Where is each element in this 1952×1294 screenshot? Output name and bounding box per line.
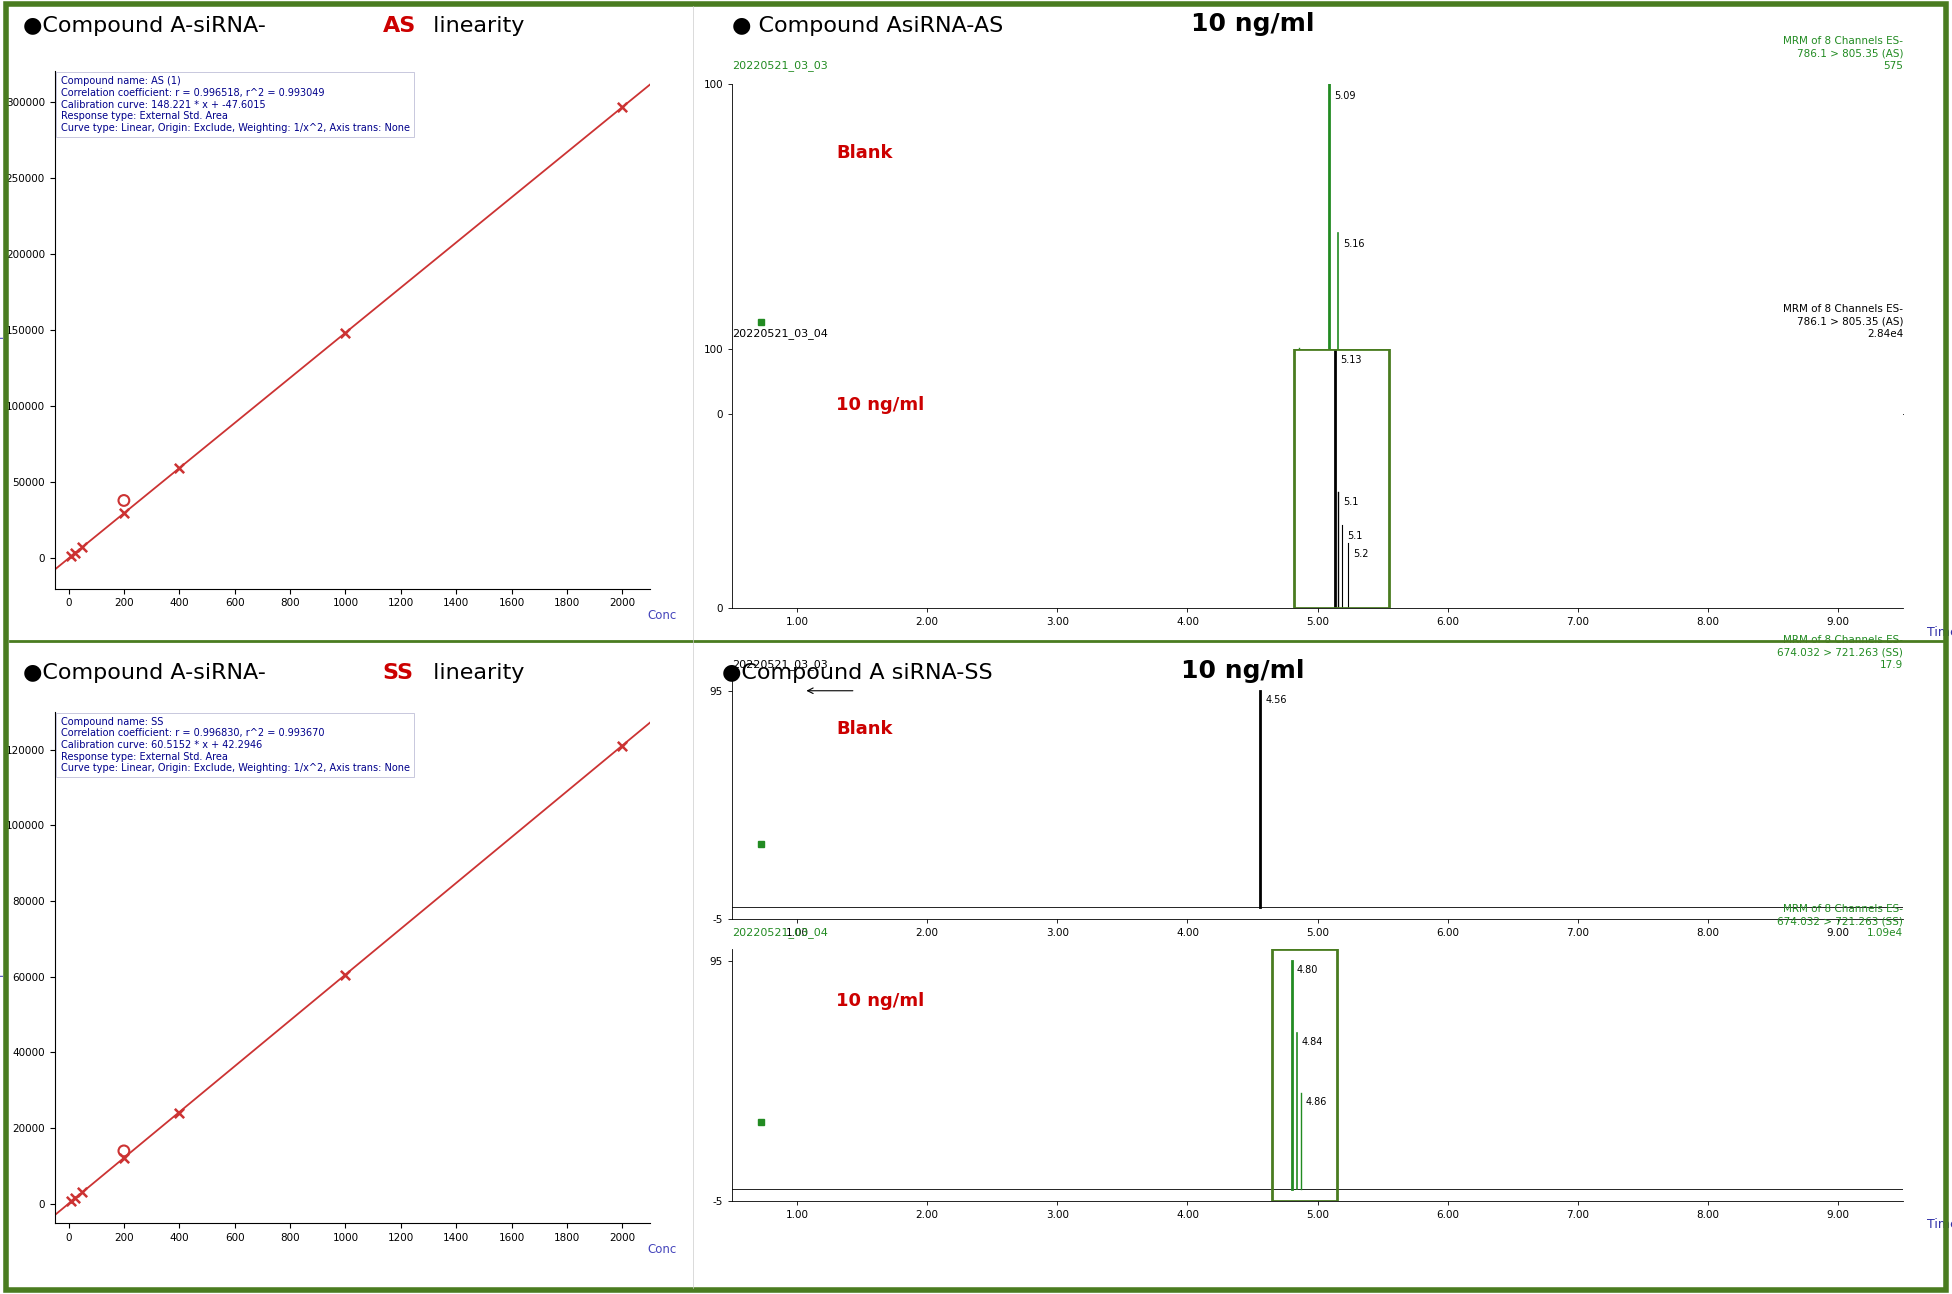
Text: 20220521_03_03: 20220521_03_03 — [732, 60, 828, 71]
Bar — [1273, 949, 1337, 1201]
Text: 4.80: 4.80 — [1296, 965, 1318, 976]
Y-axis label: Response: Response — [0, 939, 2, 995]
Bar — [1294, 349, 1390, 608]
Text: 5.2: 5.2 — [1353, 549, 1368, 559]
Text: Time: Time — [1927, 1219, 1952, 1232]
Point — [164, 1102, 195, 1123]
Text: 10 ng/ml: 10 ng/ml — [1181, 659, 1304, 683]
Text: Compound name: SS
Correlation coefficient: r = 0.996830, r^2 = 0.993670
Calibrat: Compound name: SS Correlation coefficien… — [61, 717, 410, 774]
Text: 5.16: 5.16 — [1343, 239, 1364, 250]
Text: MRM of 8 Channels ES-
674.032 > 721.263 (SS)
1.09e4: MRM of 8 Channels ES- 674.032 > 721.263 … — [1778, 903, 1903, 938]
Text: linearity: linearity — [426, 17, 523, 36]
Point — [330, 322, 361, 343]
Text: Compound name: AS (1)
Correlation coefficient: r = 0.996518, r^2 = 0.993049
Cali: Compound name: AS (1) Correlation coeffi… — [61, 76, 410, 133]
Text: ● Compound AsiRNA-AS: ● Compound AsiRNA-AS — [732, 17, 1011, 36]
Point — [61, 1188, 92, 1209]
Text: 20220521_03_04: 20220521_03_04 — [732, 928, 828, 938]
Text: ●Compound A-siRNA-: ●Compound A-siRNA- — [23, 17, 265, 36]
Text: linearity: linearity — [426, 664, 523, 683]
Text: MRM of 8 Channels ES-
786.1 > 805.35 (AS)
2.84e4: MRM of 8 Channels ES- 786.1 > 805.35 (AS… — [1784, 304, 1903, 339]
Text: MRM of 8 Channels ES-
786.1 > 805.35 (AS)
575: MRM of 8 Channels ES- 786.1 > 805.35 (AS… — [1784, 36, 1903, 71]
Point — [107, 1148, 139, 1168]
Text: Time: Time — [1927, 626, 1952, 639]
Text: 20220521_03_03: 20220521_03_03 — [732, 659, 828, 670]
Text: Blank: Blank — [835, 721, 892, 739]
Text: MRM of 8 Channels ES-
674.032 > 721.263 (SS)
17.9: MRM of 8 Channels ES- 674.032 > 721.263 … — [1778, 635, 1903, 670]
Text: 4.84: 4.84 — [1302, 1038, 1323, 1047]
Point — [607, 735, 638, 756]
Point — [57, 1190, 88, 1211]
Point — [330, 964, 361, 985]
Point — [107, 1140, 139, 1161]
Text: 4.56: 4.56 — [1265, 695, 1286, 705]
Text: 20220521_03_04: 20220521_03_04 — [732, 329, 828, 339]
Text: 5.1: 5.1 — [1347, 531, 1362, 541]
X-axis label: Conc: Conc — [648, 609, 677, 622]
Text: 4.86: 4.86 — [1304, 355, 1325, 365]
Text: 10 ng/ml: 10 ng/ml — [835, 396, 925, 414]
Text: ●Compound A siRNA-SS: ●Compound A siRNA-SS — [722, 664, 999, 683]
Text: 5.13: 5.13 — [1339, 355, 1361, 365]
Text: Blank: Blank — [835, 144, 892, 162]
Text: 10 ng/ml: 10 ng/ml — [1191, 12, 1314, 36]
Text: ●Compound A-siRNA-: ●Compound A-siRNA- — [23, 664, 265, 683]
Point — [607, 97, 638, 118]
Point — [164, 458, 195, 479]
Point — [107, 490, 139, 511]
Text: AS: AS — [383, 17, 416, 36]
Text: 4.86: 4.86 — [1306, 1097, 1327, 1108]
Point — [66, 1181, 98, 1202]
Point — [66, 537, 98, 558]
Point — [57, 546, 88, 567]
Y-axis label: Response: Response — [0, 302, 2, 358]
X-axis label: Conc: Conc — [648, 1244, 677, 1256]
Point — [61, 542, 92, 563]
Text: SS: SS — [383, 664, 414, 683]
Text: 5.09: 5.09 — [1335, 91, 1357, 101]
Point — [107, 503, 139, 524]
Text: 10 ng/ml: 10 ng/ml — [835, 991, 925, 1009]
Text: 5.1: 5.1 — [1343, 497, 1359, 507]
